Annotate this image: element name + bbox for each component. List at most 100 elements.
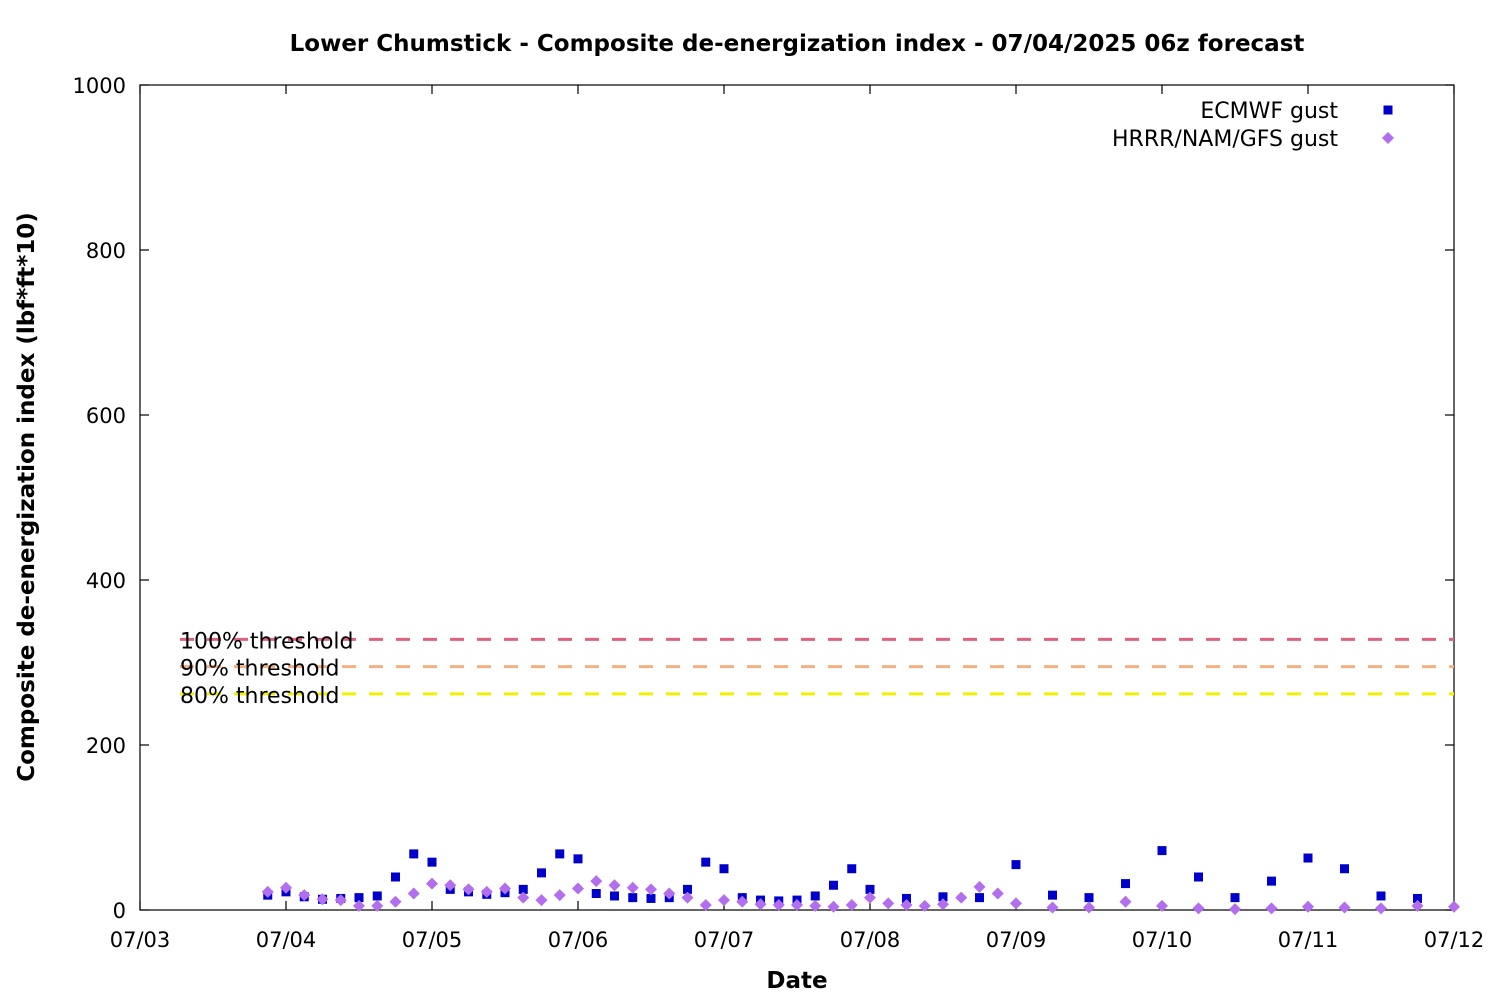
data-point bbox=[736, 895, 749, 908]
data-point bbox=[354, 893, 364, 903]
data-point bbox=[610, 891, 619, 901]
data-point bbox=[645, 883, 657, 896]
x-tick-label: 07/10 bbox=[1132, 928, 1193, 952]
legend: ECMWF gust HRRR/NAM/GFS gust bbox=[1112, 99, 1394, 152]
data-point bbox=[991, 887, 1004, 900]
data-point bbox=[280, 881, 292, 894]
data-point bbox=[572, 882, 584, 895]
data-point bbox=[426, 877, 438, 890]
x-tick-label: 07/05 bbox=[402, 928, 463, 952]
data-point bbox=[1229, 903, 1241, 916]
data-point bbox=[518, 884, 528, 894]
data-point bbox=[372, 891, 382, 901]
data-point bbox=[1048, 890, 1057, 900]
x-tick-label: 07/09 bbox=[986, 928, 1047, 952]
axis-ticks: 07/03 07/04 07/05 07/06 07/07 07/08 07/09 07/10… bbox=[73, 74, 1485, 952]
data-point bbox=[864, 891, 876, 904]
data-point bbox=[261, 885, 274, 898]
data-point bbox=[865, 884, 875, 894]
y-tick-label: 400 bbox=[86, 569, 126, 593]
data-point bbox=[444, 879, 457, 892]
data-point bbox=[1302, 900, 1314, 913]
data-point bbox=[555, 849, 565, 859]
data-point bbox=[719, 864, 729, 874]
data-point bbox=[1340, 864, 1349, 874]
x-tick-label: 07/11 bbox=[1278, 928, 1339, 952]
data-point bbox=[1267, 876, 1276, 886]
data-point bbox=[628, 893, 638, 903]
data-point bbox=[791, 899, 803, 912]
plot-frame bbox=[139, 84, 1455, 911]
legend-marker bbox=[1382, 132, 1394, 144]
data-point bbox=[499, 882, 511, 895]
x-tick-label: 07/06 bbox=[548, 928, 609, 952]
data-point bbox=[480, 885, 493, 898]
data-point bbox=[573, 854, 583, 864]
data-point bbox=[1011, 860, 1021, 870]
data-point bbox=[827, 900, 840, 913]
data-point bbox=[590, 875, 603, 888]
data-point bbox=[1010, 897, 1022, 910]
data-point bbox=[1303, 853, 1313, 863]
y-tick-label: 1000 bbox=[73, 74, 126, 98]
data-point bbox=[937, 898, 949, 911]
x-tick-label: 07/07 bbox=[694, 928, 755, 952]
legend-marker bbox=[1383, 105, 1393, 115]
data-point bbox=[772, 899, 785, 912]
chart-title: Lower Chumstick - Composite de-energizat… bbox=[290, 31, 1305, 57]
data-point bbox=[955, 891, 968, 904]
x-tick-label: 07/03 bbox=[110, 928, 171, 952]
data-point bbox=[1119, 895, 1132, 908]
legend-label: ECMWF gust bbox=[1200, 99, 1338, 124]
data-point bbox=[1411, 899, 1424, 912]
data-point bbox=[754, 898, 767, 911]
data-point bbox=[1046, 901, 1059, 914]
data-point bbox=[427, 857, 437, 867]
y-tick-label: 0 bbox=[113, 899, 126, 923]
data-point bbox=[1121, 879, 1130, 889]
y-tick-label: 200 bbox=[86, 734, 126, 758]
data-point bbox=[1376, 891, 1386, 901]
data-point bbox=[1192, 902, 1205, 915]
data-point bbox=[973, 880, 986, 893]
data-point bbox=[553, 889, 566, 902]
data-point bbox=[1194, 872, 1203, 882]
series-ecmwf bbox=[263, 846, 1422, 906]
data-point bbox=[334, 894, 347, 907]
data-point bbox=[845, 899, 858, 912]
data-point bbox=[938, 892, 948, 902]
data-point bbox=[298, 889, 311, 902]
data-point bbox=[353, 899, 365, 912]
threshold-label: 90% threshold bbox=[180, 657, 340, 682]
data-point bbox=[882, 897, 895, 910]
data-point bbox=[1338, 901, 1351, 914]
data-point bbox=[681, 891, 694, 904]
data-point bbox=[900, 899, 913, 912]
x-tick-label: 07/08 bbox=[840, 928, 901, 952]
data-point bbox=[462, 883, 475, 896]
data-point bbox=[646, 893, 656, 903]
data-point bbox=[1156, 899, 1168, 912]
data-point bbox=[407, 887, 420, 900]
data-point bbox=[902, 893, 911, 903]
data-point bbox=[371, 899, 384, 912]
data-point bbox=[1448, 900, 1460, 913]
data-point bbox=[718, 894, 730, 907]
data-point bbox=[591, 889, 601, 898]
data-point bbox=[626, 881, 639, 894]
data-point bbox=[389, 895, 402, 908]
data-point bbox=[1375, 902, 1387, 915]
data-point bbox=[701, 857, 711, 867]
data-point bbox=[316, 893, 329, 906]
data-point bbox=[829, 880, 838, 890]
data-point bbox=[699, 899, 712, 912]
y-axis-label: Composite de-energization index (lbf*ft*… bbox=[14, 212, 40, 782]
data-point bbox=[683, 884, 692, 894]
y-tick-label: 600 bbox=[86, 404, 126, 428]
data-point bbox=[847, 864, 857, 874]
data-marks bbox=[261, 846, 1460, 916]
threshold-label: 80% threshold bbox=[180, 684, 340, 709]
data-point bbox=[1413, 893, 1422, 903]
